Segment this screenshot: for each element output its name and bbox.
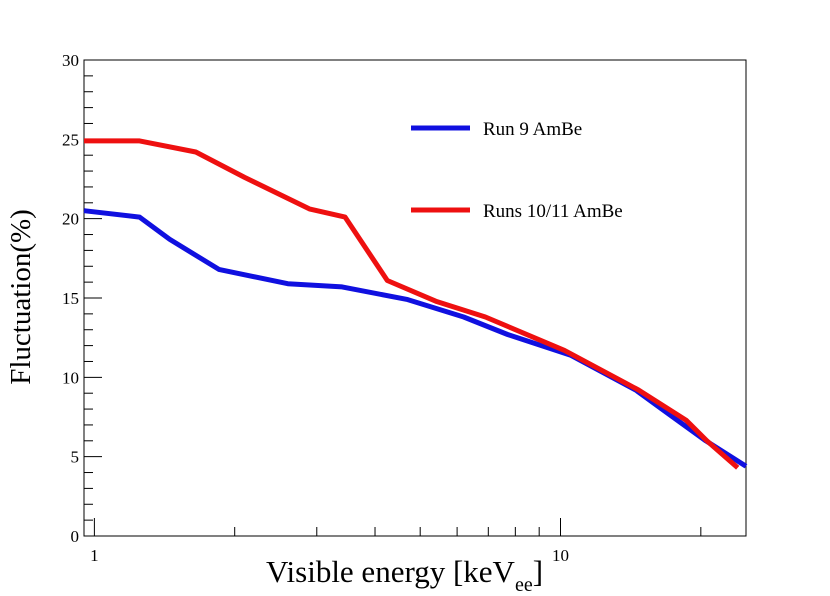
- y-tick-label: 5: [71, 448, 80, 467]
- series-group: [83, 138, 748, 470]
- y-tick-label: 25: [62, 130, 79, 149]
- legend: Run 9 AmBe Runs 10/11 AmBe: [411, 119, 623, 222]
- series-line-1: [83, 208, 748, 469]
- y-tick-label: 10: [62, 368, 79, 387]
- y-axis-title: Fluctuation(%): [5, 209, 37, 385]
- x-tick-label: 1: [90, 546, 99, 565]
- legend-label-1: Run 9 AmBe: [483, 119, 582, 140]
- x-axis-title-subscript: ee: [515, 574, 533, 596]
- y-tick-label: 15: [62, 289, 79, 308]
- x-tick-label: 10: [552, 546, 569, 565]
- legend-label-2: Runs 10/11 AmBe: [483, 201, 623, 222]
- y-tick-label: 20: [62, 210, 79, 229]
- x-axis-title: Visible energy [keVee]: [266, 554, 543, 596]
- y-tick-label: 0: [71, 527, 80, 546]
- series-line-2: [84, 138, 740, 470]
- x-axis: 1 10: [90, 518, 702, 565]
- y-axis: 0 5 10 15 20 25 30: [62, 51, 102, 546]
- y-tick-label: 30: [62, 51, 79, 70]
- plot-frame: [83, 59, 747, 537]
- x-axis-title-main: Visible energy [keV: [266, 554, 516, 589]
- x-axis-title-suffix: ]: [533, 554, 543, 589]
